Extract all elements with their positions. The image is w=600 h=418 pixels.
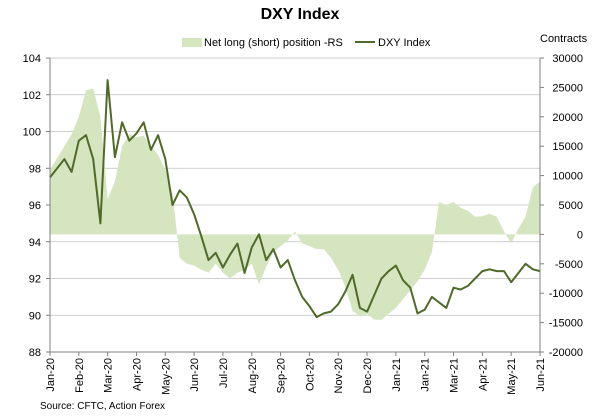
legend: Net long (short) position -RS DXY Index xyxy=(182,37,431,49)
x-tick-labels: Jan-20 Feb-20 Mar-20 Apr-20 May-20 Jun-20 Jul-… xyxy=(45,358,547,395)
right-tick-label: -10000 xyxy=(549,288,583,300)
source-note: Source: CFTC, Action Forex xyxy=(40,401,165,412)
x-tick-label: Sep-20 xyxy=(276,358,288,393)
x-tick-label: Jul-20 xyxy=(218,358,230,388)
right-tick-label: 20000 xyxy=(552,112,583,124)
x-tick-label: Mar-20 xyxy=(103,358,115,393)
legend-label-position: Net long (short) position -RS xyxy=(204,37,343,49)
x-tick-label: Mar-21 xyxy=(449,358,461,393)
left-tick-label: 94 xyxy=(29,237,41,249)
right-axis-label: Contracts xyxy=(540,33,588,45)
legend-swatch-position xyxy=(182,38,202,47)
x-tick-label: Jun-21 xyxy=(535,358,547,392)
x-tick-label: Jun-20 xyxy=(189,358,201,392)
right-tick-label: 10000 xyxy=(552,171,583,183)
x-tick-label: Jan-20 xyxy=(45,358,57,392)
right-tick-labels: -20000 -15000 -10000 -5000 0 5000 10000 15000 20… xyxy=(549,53,583,359)
x-tick-label: Feb-20 xyxy=(74,358,86,393)
right-tick-label: -20000 xyxy=(549,347,583,359)
x-tick-label: Dec-20 xyxy=(362,358,374,393)
x-tick-label: May-21 xyxy=(506,358,518,395)
position-area xyxy=(50,88,540,320)
chart-title: DXY Index xyxy=(261,6,340,23)
dxy-line-path xyxy=(49,79,541,319)
x-tick-label: Oct-20 xyxy=(304,358,316,391)
axes xyxy=(46,57,544,356)
left-tick-label: 92 xyxy=(29,274,41,286)
right-tick-label: 25000 xyxy=(552,82,583,94)
left-tick-label: 102 xyxy=(23,90,41,102)
right-tick-label: -5000 xyxy=(555,259,583,271)
left-tick-label: 104 xyxy=(23,53,41,65)
legend-label-dxy: DXY Index xyxy=(378,37,431,49)
x-tick-label: May-20 xyxy=(160,358,172,395)
left-tick-labels: 88 90 92 94 96 98 100 102 104 xyxy=(23,53,41,359)
right-tick-label: 0 xyxy=(577,229,583,241)
x-tick-label: Jan-21 xyxy=(420,358,432,392)
x-tick-label: Aug-20 xyxy=(247,358,259,393)
x-tick-label: Nov-20 xyxy=(333,358,345,393)
left-tick-label: 100 xyxy=(23,127,41,139)
x-tick-label: Apr-21 xyxy=(477,358,489,391)
left-tick-label: 90 xyxy=(29,310,41,322)
x-tick-label: Jan-21 xyxy=(391,358,403,392)
right-tick-label: 30000 xyxy=(552,53,583,65)
right-tick-label: -15000 xyxy=(549,318,583,330)
left-tick-label: 96 xyxy=(29,200,41,212)
position-area-shape xyxy=(50,88,540,320)
right-tick-label: 5000 xyxy=(559,200,583,212)
x-tick-label: Apr-20 xyxy=(131,358,143,391)
left-tick-label: 88 xyxy=(29,347,41,359)
left-tick-label: 98 xyxy=(29,163,41,175)
dxy-line xyxy=(49,79,541,319)
right-tick-label: 15000 xyxy=(552,141,583,153)
